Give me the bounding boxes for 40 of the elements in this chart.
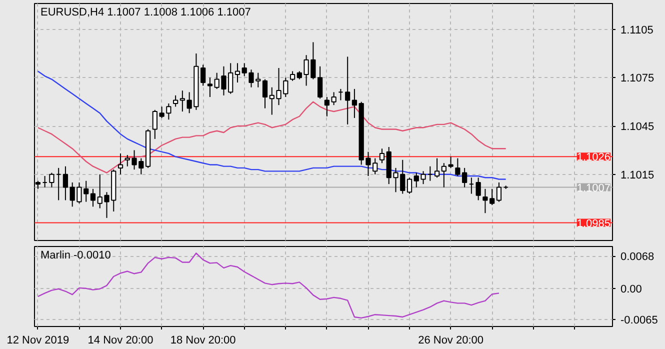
candlestick (352, 88, 358, 118)
candlestick (234, 62, 240, 83)
y-tick-label: -0.0065 (620, 314, 658, 326)
candlestick (49, 172, 54, 188)
ref-line-label: 1.1007 (576, 182, 611, 194)
candlestick (290, 70, 296, 82)
candlestick (62, 166, 68, 201)
candlestick (345, 56, 350, 125)
y-tick-label: 1.1045 (620, 121, 654, 134)
y-tick-label: 1.1105 (620, 24, 654, 36)
y-tick-label: 0.00 (620, 283, 642, 296)
chart-title: EURUSD,H4 1.1007 1.1008 1.1006 1.1007 (40, 6, 251, 18)
y-tick-label: 0.0068 (620, 251, 654, 264)
line-series (37, 101, 506, 174)
candlestick (324, 96, 330, 117)
candlestick (90, 188, 96, 208)
x-tick-label: 14 Nov 20:00 (88, 334, 154, 346)
line-series (37, 252, 500, 319)
x-tick-label: 12 Nov 2019 (6, 334, 70, 346)
candlestick (331, 92, 336, 106)
candlestick (406, 177, 412, 194)
candlestick (462, 167, 468, 188)
candlestick (317, 66, 323, 100)
candlestick (172, 94, 178, 108)
candlestick (180, 90, 186, 112)
y-tick-label: 1.1075 (620, 72, 654, 85)
candlestick (242, 62, 247, 77)
x-tick-label: 18 Nov 20:00 (170, 334, 236, 346)
chart-title: Marlin -0.0010 (40, 250, 111, 262)
candlestick (379, 148, 385, 164)
candlestick (207, 77, 213, 98)
candlestick (118, 152, 124, 175)
ref-line-label: 1.0985 (576, 218, 611, 230)
candlestick (434, 158, 440, 178)
candlestick (476, 177, 481, 201)
candlestick (262, 78, 268, 109)
y-tick-label: 1.1015 (620, 169, 654, 182)
candlestick (496, 182, 502, 202)
x-tick-label: 26 Nov 20:00 (418, 334, 484, 346)
candlestick (455, 158, 460, 177)
